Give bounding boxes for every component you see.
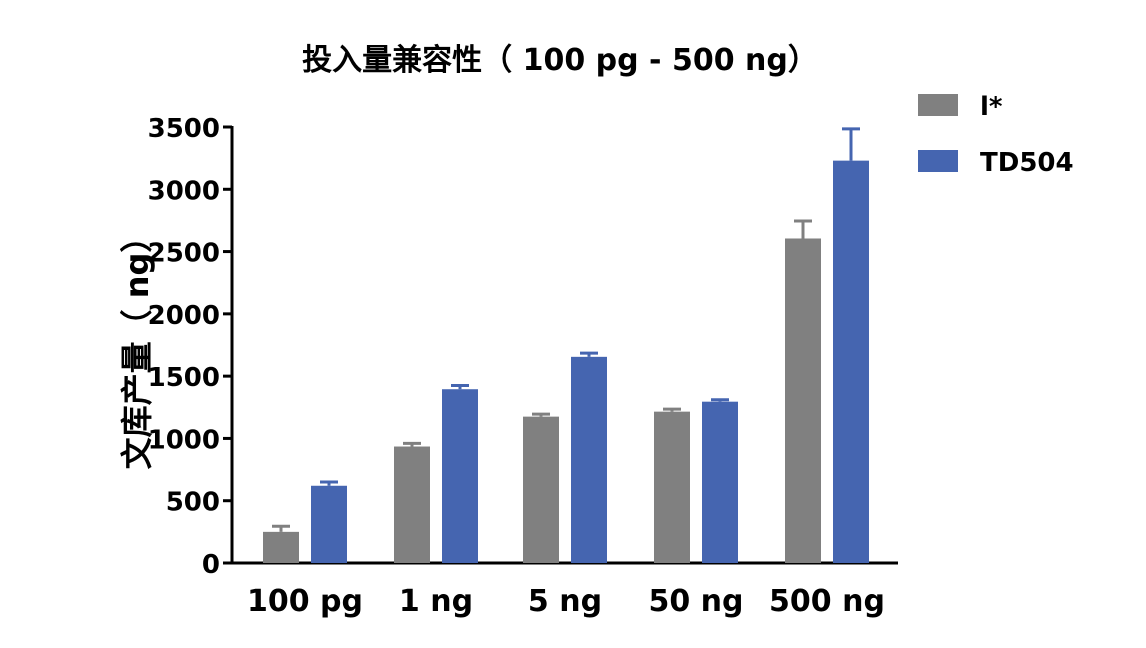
bar — [833, 160, 869, 564]
x-tick-label: 1 ng — [399, 584, 473, 619]
bar — [785, 238, 821, 563]
y-tick-label: 500 — [166, 488, 220, 518]
y-axis-label: 文库产量（ ng） — [118, 221, 156, 470]
legend-swatch — [918, 150, 958, 172]
y-tick-label: 2500 — [148, 239, 220, 269]
bars — [263, 127, 869, 564]
bar — [523, 416, 559, 563]
bar — [394, 446, 430, 563]
y-tick-label: 1000 — [148, 425, 220, 455]
y-tick-label: 0 — [202, 550, 220, 580]
bar — [311, 485, 347, 563]
legend-swatch — [918, 94, 958, 116]
y-tick-label: 3000 — [148, 176, 220, 206]
axes: 0 500 1000 1500 2000 2500 3000 3500 100 pg 1 ng 5 … — [148, 114, 898, 619]
bar — [442, 389, 478, 563]
bar — [654, 411, 690, 563]
y-tick-label: 3500 — [148, 114, 220, 144]
x-tick-label: 50 ng — [648, 584, 743, 619]
y-tick-label: 1500 — [148, 363, 220, 393]
bar — [571, 356, 607, 563]
y-tick-label: 2000 — [148, 301, 220, 331]
legend-label: l* — [980, 92, 1003, 122]
x-tick-label: 500 ng — [769, 584, 885, 619]
legend: l* TD504 — [918, 92, 1074, 178]
bar — [263, 531, 299, 563]
x-tick-label: 5 ng — [528, 584, 602, 619]
legend-label: TD504 — [980, 148, 1074, 178]
bar — [702, 401, 738, 563]
chart-title: 投入量兼容性（ 100 pg - 500 ng） — [302, 43, 818, 78]
x-tick-label: 100 pg — [247, 584, 363, 619]
